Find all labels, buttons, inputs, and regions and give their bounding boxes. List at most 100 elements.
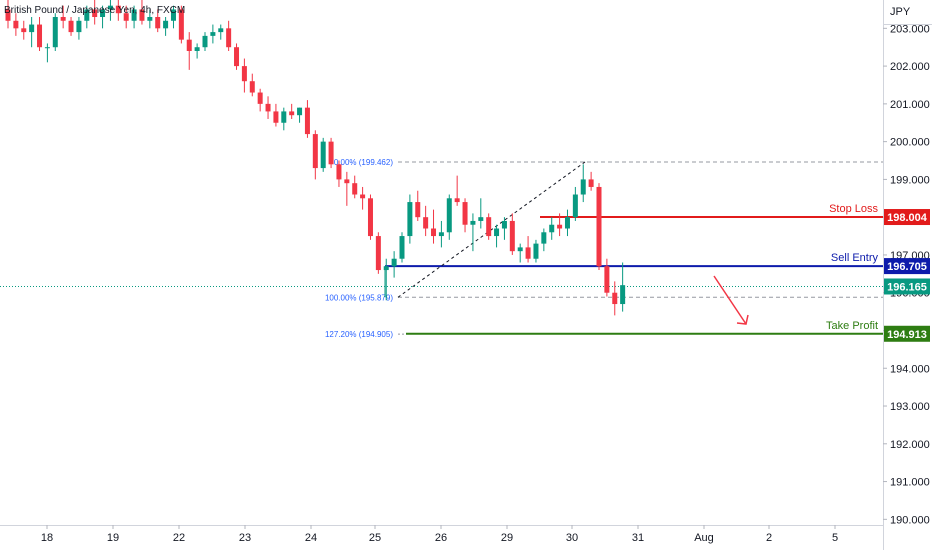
candle <box>549 217 555 240</box>
candle <box>572 186 578 221</box>
x-tick-label: 24 <box>305 532 317 544</box>
candle-body <box>123 13 129 21</box>
x-tick-label: 31 <box>632 532 644 544</box>
candle-body <box>13 20 19 29</box>
candle-body <box>234 47 240 67</box>
candle <box>352 175 358 199</box>
candle-body <box>509 220 515 252</box>
candle-body <box>462 202 468 225</box>
badge-value: 194.913 <box>887 329 927 341</box>
candle-body <box>44 47 50 49</box>
badge-bg <box>884 325 930 342</box>
current-price-badge: 196.165 <box>884 278 930 295</box>
candle-body <box>596 186 602 267</box>
trade-levels: Stop Loss Sell Entry Take Profit <box>385 203 883 335</box>
arrow-head <box>736 314 749 325</box>
candle-series <box>5 0 626 316</box>
x-tick-label: 19 <box>107 532 119 544</box>
candle <box>533 239 539 263</box>
candle-body <box>454 198 460 203</box>
candle-body <box>312 134 318 169</box>
y-tick-label: 199.000 <box>890 174 930 186</box>
candle <box>312 130 318 180</box>
badge-value: 196.165 <box>887 281 927 293</box>
candle <box>304 100 310 138</box>
candle <box>407 194 413 244</box>
y-tick-label: 193.000 <box>890 401 930 413</box>
candle <box>234 43 240 70</box>
stop-loss-badge: 198.004 <box>884 209 930 226</box>
candle-body <box>446 198 452 233</box>
candle <box>328 137 334 169</box>
x-tick-label: 5 <box>832 532 838 544</box>
candle <box>241 58 247 93</box>
candle <box>273 103 279 127</box>
candle-body <box>407 202 413 237</box>
candle <box>486 213 492 240</box>
candle <box>383 258 389 301</box>
fib-trendline[interactable] <box>397 161 586 298</box>
candle <box>37 16 43 51</box>
candle-body <box>52 16 58 48</box>
candle <box>107 0 113 21</box>
candle-body <box>281 111 287 123</box>
candle-body <box>297 107 303 116</box>
chart-title: British Pound / Japanese Yen, 4h, FXCM <box>4 5 185 16</box>
candle-body <box>178 9 184 40</box>
candle-body <box>541 232 547 244</box>
candle <box>297 107 303 123</box>
candle-body <box>486 217 492 237</box>
candle <box>68 16 74 36</box>
candle-body <box>399 236 405 259</box>
candle-body <box>218 28 224 33</box>
candle-body <box>210 32 216 36</box>
candle-body <box>415 202 421 218</box>
arrow-shaft <box>713 275 747 325</box>
candle <box>525 236 531 263</box>
fibonacci-tool[interactable]: 0.00% (199.462) 100.00% (195.879) 127.20% … <box>325 158 883 339</box>
candle <box>131 5 137 29</box>
candle-body <box>5 9 11 21</box>
candle <box>517 243 523 263</box>
price-axis-panel <box>883 0 932 550</box>
candle <box>438 220 444 248</box>
x-tick-label: 25 <box>369 532 381 544</box>
candle-body <box>470 220 476 225</box>
candle-body <box>29 24 35 33</box>
candle <box>620 262 626 312</box>
candle <box>446 194 452 240</box>
candle <box>391 251 397 278</box>
candle <box>265 96 271 119</box>
candle-body <box>572 194 578 218</box>
x-tick-label: 26 <box>435 532 447 544</box>
y-tick-label: 191.000 <box>890 477 930 489</box>
candle <box>84 5 90 29</box>
candle-body <box>604 266 610 293</box>
badge-bg <box>884 209 930 226</box>
candle-body <box>352 183 358 195</box>
candle <box>344 171 350 206</box>
candle-body <box>194 47 200 51</box>
candle <box>139 0 145 25</box>
candle <box>147 9 153 29</box>
candle-body <box>37 24 43 48</box>
candle <box>367 194 373 240</box>
candle <box>100 5 106 29</box>
candle <box>580 164 586 203</box>
candle <box>52 13 58 51</box>
candle <box>226 20 232 51</box>
candle <box>415 190 421 221</box>
candle <box>360 186 366 210</box>
candle <box>375 232 381 274</box>
candle <box>76 16 82 40</box>
candle <box>123 5 129 29</box>
x-tick-label: 23 <box>239 532 251 544</box>
y-tick-label: 201.000 <box>890 99 930 111</box>
candle <box>564 209 570 237</box>
y-tick-label: 190.000 <box>890 514 930 526</box>
badge-value: 198.004 <box>887 212 928 224</box>
candle <box>588 171 594 191</box>
candle-body <box>163 20 169 29</box>
